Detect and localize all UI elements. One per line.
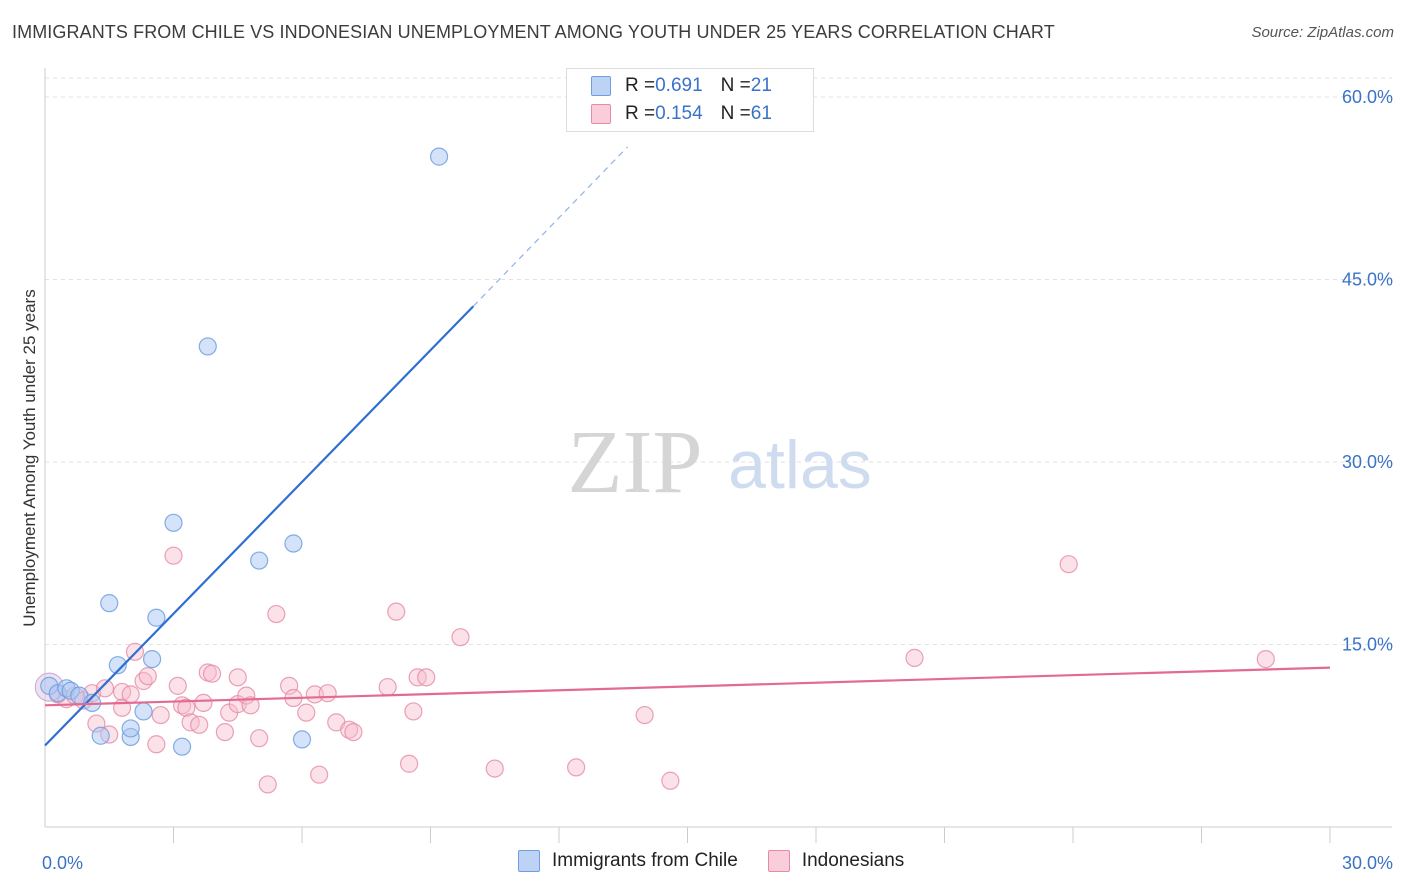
chile-point [108, 656, 127, 675]
indonesians-point [344, 722, 363, 742]
indonesians-point [250, 729, 269, 748]
chile-point [198, 337, 217, 356]
legend-label-chile: Immigrants from Chile [552, 850, 738, 871]
indonesians-point [151, 705, 170, 725]
chile-point [121, 719, 140, 738]
chile-point [91, 726, 110, 745]
y-tick-label: 60.0% [1342, 87, 1393, 107]
indonesians-point [318, 684, 337, 703]
legend-swatch-indonesians [767, 850, 790, 872]
indonesians-point [905, 648, 924, 667]
watermark-atlas: atlas [728, 427, 872, 503]
indonesians-point [635, 705, 654, 725]
chile-point [429, 147, 449, 166]
indonesians-trend-line [44, 666, 1331, 707]
stats-legend: R = 0.691 N = 21 R = 0.154 N = 61 [566, 68, 814, 132]
chile-point [147, 608, 166, 627]
indonesians-point [228, 668, 247, 687]
indonesians-point [378, 677, 397, 697]
legend-swatch-chile [518, 850, 540, 872]
series-chile-points [40, 147, 449, 756]
x-tick-label: 30.0% [1342, 853, 1393, 873]
indonesians-point [147, 735, 166, 754]
indonesians-point [241, 696, 260, 715]
source-label: Source: ZipAtlas.com [1251, 24, 1394, 41]
swatch-indonesians [591, 104, 611, 124]
indonesians-point [387, 602, 406, 621]
indonesians-point [95, 679, 115, 698]
stats-row-chile: R = 0.691 N = 21 [591, 73, 772, 99]
chile-point [142, 649, 162, 669]
indonesians-point [202, 664, 222, 683]
indonesians-point [168, 676, 187, 695]
indonesians-point [215, 722, 234, 742]
indonesians-point [164, 546, 183, 565]
n-label: N = [720, 103, 751, 124]
stats-row-indonesians: R = 0.154 N = 61 [591, 101, 772, 127]
y-tick-label: 15.0% [1342, 635, 1393, 655]
indonesians-point [417, 668, 436, 687]
r-label: R = [625, 75, 656, 96]
n-label: N = [720, 75, 751, 96]
legend-label-indonesians: Indonesians [801, 850, 905, 871]
legend-item-indonesians[interactable]: Indonesians [767, 850, 905, 872]
gridlines [45, 77, 1392, 645]
indonesians-point [297, 703, 316, 722]
y-axis-label: Unemployment Among Youth under 25 years [20, 289, 39, 627]
n-value: 61 [750, 103, 772, 124]
chile-trend-extension [472, 146, 628, 307]
r-value: 0.154 [655, 103, 703, 124]
indonesians-point [567, 758, 586, 777]
indonesians-point [177, 698, 196, 717]
legend-item-chile[interactable]: Immigrants from Chile [518, 850, 738, 872]
chile-point [284, 534, 303, 553]
chile-point [250, 551, 269, 570]
series-legend: Immigrants from Chile Indonesians [518, 850, 934, 872]
chile-point [164, 513, 183, 532]
chile-point [172, 737, 192, 756]
n-value: 21 [750, 75, 772, 96]
r-label: R = [625, 103, 656, 124]
chile-point [134, 702, 153, 721]
chart-title: IMMIGRANTS FROM CHILE VS INDONESIAN UNEM… [12, 22, 1055, 42]
y-tick-label: 45.0% [1342, 270, 1393, 290]
indonesians-point [190, 715, 209, 734]
swatch-chile [591, 76, 611, 96]
indonesians-point [1256, 649, 1275, 669]
indonesians-point [485, 759, 504, 778]
indonesians-point [1059, 555, 1078, 574]
r-value: 0.691 [655, 75, 703, 96]
indonesians-point [451, 628, 470, 647]
indonesians-point [258, 775, 277, 794]
indonesians-point [194, 693, 213, 713]
chile-trend-line [44, 305, 475, 747]
x-tick-label: 0.0% [42, 853, 83, 873]
indonesians-point [310, 765, 329, 784]
indonesians-point [267, 604, 286, 624]
chile-point [292, 730, 312, 749]
watermark-zip: ZIP [568, 413, 703, 512]
indonesians-point [121, 685, 140, 704]
series-indonesians-points [34, 546, 1275, 794]
chile-point [100, 594, 119, 613]
tick-labels: 15.0% 30.0% 45.0% 60.0% 0.0% 30.0% [42, 87, 1393, 873]
trend-lines [44, 146, 1331, 747]
indonesians-point [661, 771, 680, 790]
indonesians-point [404, 702, 423, 721]
indonesians-point [138, 667, 157, 686]
axes [44, 68, 1392, 843]
y-tick-label: 30.0% [1342, 452, 1393, 472]
indonesians-point [399, 754, 419, 773]
